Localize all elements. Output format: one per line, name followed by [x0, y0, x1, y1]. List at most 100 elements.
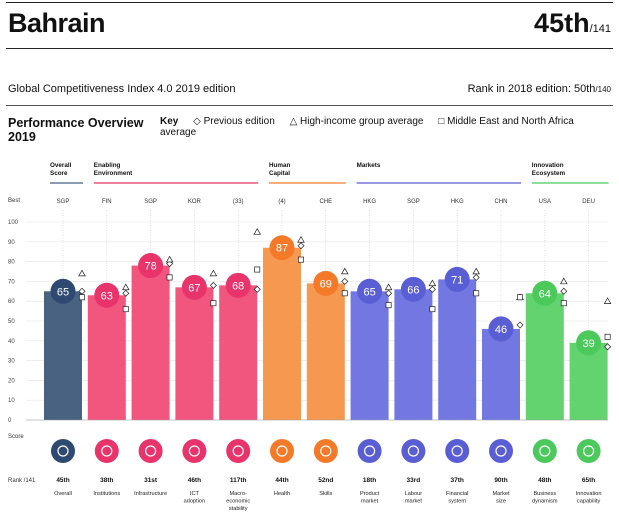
high-income-marker: [340, 267, 349, 275]
pillar-name: Innovation: [576, 491, 602, 497]
mena-marker: [122, 306, 129, 313]
pillar-name: Market: [492, 491, 510, 497]
rank-label: 38th: [100, 477, 113, 484]
building-icon: [532, 439, 557, 463]
score-label: 66: [407, 284, 419, 296]
high-income-marker: [472, 267, 481, 275]
high-income-marker: [559, 277, 568, 285]
legend-mena-text: Middle East and North Africa average: [160, 116, 574, 138]
best-label: SGP: [57, 199, 70, 205]
best-label: FIN: [102, 199, 112, 205]
y-tick-label: 100: [8, 220, 19, 226]
group-title-4: Innovation: [532, 162, 564, 169]
pillar-name: Infrastructure: [134, 491, 167, 497]
performance-title: Performance Overview 2019: [8, 116, 144, 144]
bar: [482, 328, 520, 420]
legend-previous-text: Previous edition: [203, 116, 275, 127]
best-label: HKG: [451, 199, 464, 205]
best-label: (4): [278, 199, 285, 205]
pillar-name: Skills: [319, 491, 332, 497]
bulb-icon: [576, 439, 601, 463]
top-rule: [6, 2, 613, 3]
mena-marker: [166, 274, 173, 281]
rank-label: 44th: [275, 477, 288, 484]
bar: [525, 293, 564, 420]
group-title-3: Markets: [357, 162, 381, 169]
institution-icon-glyph: [101, 445, 113, 457]
bar: [569, 342, 608, 420]
edition-label: Global Competitiveness Index 4.0 2019 ed…: [8, 83, 236, 95]
pillar-name: Overall: [54, 491, 72, 497]
rank-label: 48th: [538, 477, 551, 484]
previous-rank-of: /140: [595, 85, 611, 94]
score-circle: [181, 274, 207, 300]
performance-title-line1: Performance Overview: [8, 116, 144, 130]
legend-label: Key: [160, 116, 179, 127]
best-axis-label: Best: [8, 198, 20, 204]
group-subtitle-1: Environment: [94, 170, 133, 177]
y-tick-label: 30: [8, 359, 15, 365]
medal-icon: [51, 439, 75, 463]
diamond-icon: ◇: [193, 116, 201, 127]
pillar-name: capability: [577, 499, 601, 505]
score-label: 65: [363, 286, 375, 298]
y-tick-label: 70: [8, 279, 15, 285]
score-circle: [400, 276, 426, 302]
pillar-name: Business: [533, 491, 556, 497]
building-icon-glyph: [539, 445, 551, 457]
pillar-name: economic: [226, 499, 250, 505]
score-circle: [50, 278, 76, 304]
chip-icon: [182, 439, 207, 463]
bar: [263, 247, 301, 420]
pillar-name: ICT: [190, 491, 200, 497]
rank-label: 52nd: [318, 477, 333, 484]
rank-label: 46th: [188, 477, 201, 484]
previous-rank: Rank in 2018 edition: 50th/140: [468, 83, 611, 95]
pillar-name: Labour: [405, 491, 423, 497]
score-circle: [225, 272, 251, 298]
y-tick-label: 10: [8, 398, 15, 404]
heart-icon-glyph: [276, 445, 288, 457]
best-label: USA: [539, 199, 551, 205]
high-income-marker: [297, 235, 305, 243]
tag-icon-glyph: [364, 445, 376, 457]
previous-rank-label: Rank in 2018 edition: 50th: [467, 83, 596, 95]
mena-marker: [604, 333, 611, 340]
best-label: HKG: [363, 199, 376, 205]
best-label: KOR: [188, 199, 202, 205]
score-circle: [576, 330, 602, 356]
previous-edition-marker: [122, 289, 130, 297]
best-label: CHE: [319, 199, 332, 205]
score-label: 39: [582, 338, 594, 350]
best-label: (33): [233, 199, 244, 205]
previous-edition-marker: [472, 273, 480, 281]
best-label: SGP: [407, 199, 420, 205]
high-income-marker: [428, 279, 437, 287]
chip-icon-glyph: [188, 445, 200, 457]
heart-icon: [270, 439, 294, 463]
section-rule: [6, 105, 613, 106]
graduate-icon: [313, 439, 338, 463]
best-label: CHN: [495, 199, 508, 205]
pillar-name: adoption: [184, 499, 205, 505]
score-circle: [444, 266, 470, 292]
graduate-icon-glyph: [320, 445, 332, 457]
previous-edition-marker: [516, 321, 524, 329]
pillar-name: system: [448, 499, 466, 505]
score-label: 87: [276, 243, 288, 255]
rank-label: 65th: [582, 477, 595, 484]
card-icon-glyph: [451, 445, 463, 457]
bulb-icon-glyph: [582, 445, 595, 457]
train-icon: [138, 439, 163, 463]
legend-item-mena: □ Middle East and North Africa average: [160, 116, 574, 138]
score-axis-label: Score: [8, 434, 24, 440]
rank-label: 90th: [494, 477, 507, 484]
previous-edition-marker: [604, 343, 612, 351]
country-name: Bahrain: [8, 8, 106, 38]
medal-icon-glyph: [57, 445, 69, 457]
bar: [394, 289, 433, 420]
high-income-marker: [384, 283, 393, 291]
score-label: 67: [188, 282, 200, 294]
pillar-name: stability: [229, 506, 248, 512]
